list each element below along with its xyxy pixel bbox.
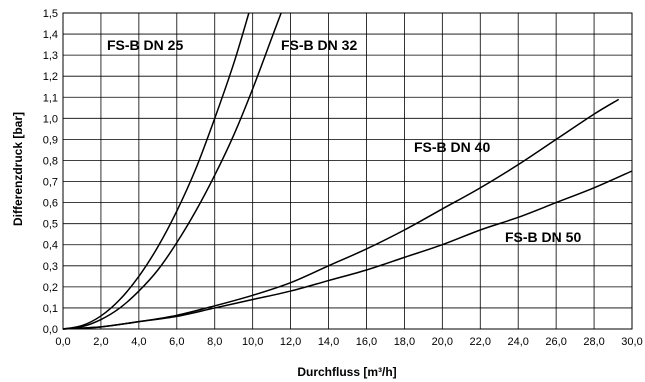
tick-labels: 0,0 2,0 4,0 6,0 8,0 10,0 12,0 14,0 16,0 18,0 20,0 2…	[43, 8, 643, 348]
y-tick-label: 0,1	[43, 303, 58, 315]
x-axis-title: Durchfluss [m³/h]	[297, 365, 396, 379]
y-tick-label: 0,7	[43, 177, 58, 189]
y-tick-label: 1,5	[43, 8, 58, 20]
series-label-fs-b-dn-25: FS-B DN 25	[107, 37, 183, 53]
y-tick-label: 0,0	[43, 324, 58, 336]
y-tick-label: 0,6	[43, 198, 58, 210]
series-line-fs-b-dn-25	[62, 12, 250, 330]
y-tick-label: 0,5	[43, 219, 58, 231]
x-tick-label: 12,0	[280, 336, 301, 348]
series-labels: FS-B DN 25 FS-B DN 32 FS-B DN 40 FS-B DN 50	[107, 37, 581, 245]
x-tick-label: 14,0	[318, 336, 339, 348]
y-tick-label: 0,3	[43, 261, 58, 273]
x-tick-label: 18,0	[394, 336, 415, 348]
x-tick-label: 28,0	[583, 336, 604, 348]
x-tick-label: 8,0	[207, 336, 222, 348]
series-label-fs-b-dn-50: FS-B DN 50	[505, 229, 581, 245]
y-tick-label: 1,3	[43, 50, 58, 62]
series-label-fs-b-dn-32: FS-B DN 32	[281, 37, 357, 53]
y-tick-label: 1,1	[43, 92, 58, 104]
x-tick-label: 2,0	[93, 336, 108, 348]
x-tick-label: 22,0	[470, 336, 491, 348]
grid	[62, 12, 633, 330]
x-tick-label: 26,0	[545, 336, 566, 348]
series-line-fs-b-dn-40	[62, 98, 620, 330]
y-tick-label: 0,8	[43, 155, 58, 167]
x-tick-label: 24,0	[507, 336, 528, 348]
x-tick-label: 0,0	[55, 336, 70, 348]
y-tick-label: 0,4	[43, 240, 58, 252]
x-tick-label: 30,0	[621, 336, 642, 348]
x-tick-label: 10,0	[242, 336, 263, 348]
y-tick-label: 0,2	[43, 282, 58, 294]
series-curves	[62, 12, 633, 330]
series-label-fs-b-dn-40: FS-B DN 40	[414, 139, 490, 155]
y-tick-label: 1,4	[43, 29, 58, 41]
y-axis-title: Differenzdruck [bar]	[11, 112, 25, 226]
series-line-fs-b-dn-50	[62, 170, 633, 330]
x-tick-label: 20,0	[432, 336, 453, 348]
y-tick-label: 1,0	[43, 113, 58, 125]
y-tick-label: 1,2	[43, 71, 58, 83]
series-line-fs-b-dn-32	[62, 12, 282, 330]
y-tick-label: 0,9	[43, 134, 58, 146]
x-tick-label: 4,0	[131, 336, 146, 348]
x-tick-label: 16,0	[356, 336, 377, 348]
x-tick-label: 6,0	[169, 336, 184, 348]
